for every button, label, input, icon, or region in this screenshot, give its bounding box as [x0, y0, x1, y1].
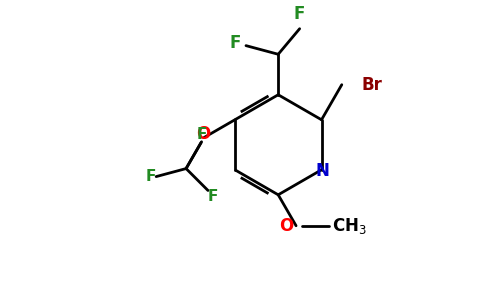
Text: N: N	[316, 162, 330, 180]
Text: O: O	[279, 217, 294, 235]
Text: F: F	[197, 127, 207, 142]
Text: O: O	[196, 125, 210, 143]
Text: F: F	[230, 34, 241, 52]
Text: F: F	[294, 5, 305, 23]
Text: Br: Br	[362, 76, 383, 94]
Text: F: F	[208, 189, 218, 204]
Text: F: F	[145, 169, 156, 184]
Text: CH$_3$: CH$_3$	[332, 216, 366, 236]
